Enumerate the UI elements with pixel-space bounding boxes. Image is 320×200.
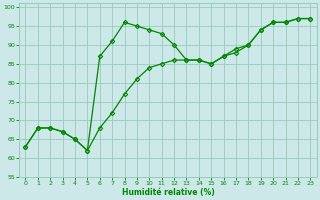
X-axis label: Humidité relative (%): Humidité relative (%) — [122, 188, 214, 197]
